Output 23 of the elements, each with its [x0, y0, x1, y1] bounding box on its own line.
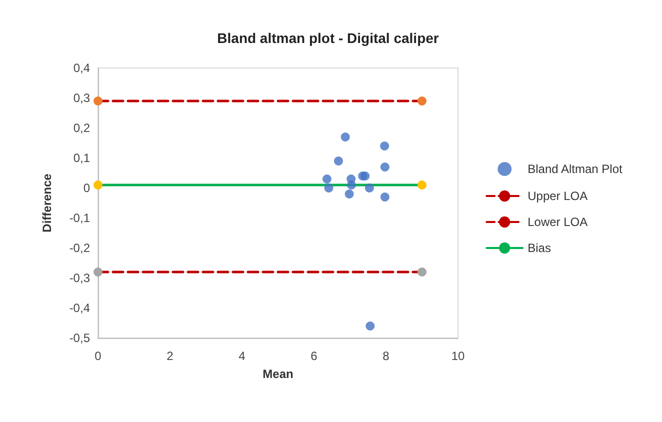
- y-tick-label: 0,4: [73, 61, 90, 75]
- y-tick-label: 0,3: [73, 91, 90, 105]
- y-tick-label: -0,2: [69, 241, 90, 255]
- legend-label: Bias: [528, 241, 551, 255]
- legend-label: Lower LOA: [528, 215, 588, 229]
- y-tick-label: 0,1: [73, 151, 90, 165]
- y-tick-label: 0: [83, 181, 90, 195]
- x-tick-label: 2: [166, 349, 174, 363]
- x-tick-label: 10: [451, 349, 465, 363]
- y-tick-label: -0,4: [69, 301, 90, 315]
- x-axis-title: Mean: [262, 367, 294, 381]
- y-tick-label: 0,2: [73, 121, 90, 135]
- chart-title: Bland altman plot - Digital caliper: [217, 30, 440, 46]
- y-axis-title: Difference: [40, 173, 54, 232]
- y-tick-label: -0,1: [69, 211, 90, 225]
- x-tick-label: 4: [238, 349, 246, 363]
- x-tick-label: 8: [382, 349, 390, 363]
- x-tick-label: 0: [94, 349, 102, 363]
- x-tick-label: 6: [310, 349, 318, 363]
- legend-label: Bland Altman Plot: [528, 162, 624, 176]
- y-tick-label: -0,5: [69, 331, 90, 345]
- legend-label: Upper LOA: [528, 189, 588, 203]
- y-tick-label: -0,3: [69, 271, 90, 285]
